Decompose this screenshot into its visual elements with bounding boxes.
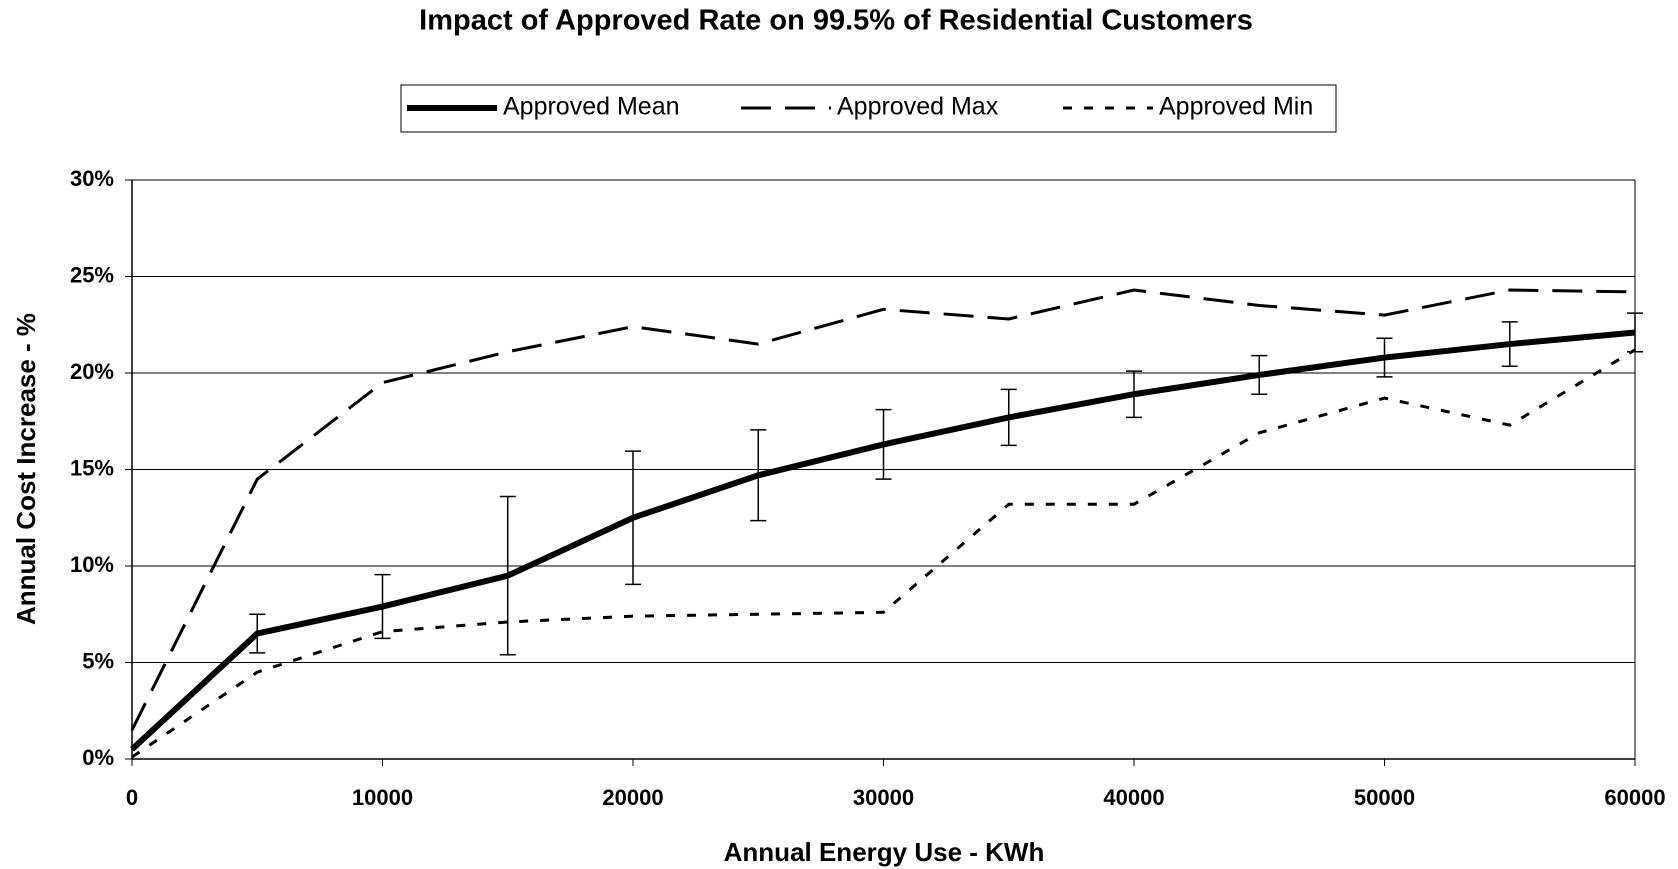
legend-label: Approved Max xyxy=(837,93,999,121)
x-tick-label: 50000 xyxy=(1354,785,1415,810)
y-tick-label: 10% xyxy=(70,552,114,577)
y-tick-label: 25% xyxy=(70,262,114,287)
error-bar xyxy=(750,429,767,522)
y-tick-label: 15% xyxy=(70,455,114,480)
x-tick-label: 20000 xyxy=(602,785,663,810)
y-axis-label: Annual Cost Increase - % xyxy=(11,313,41,625)
y-tick-label: 20% xyxy=(70,359,114,384)
chart-title: Impact of Approved Rate on 99.5% of Resi… xyxy=(419,5,1253,37)
x-axis-label: Annual Energy Use - KWh xyxy=(724,837,1045,867)
error-bar xyxy=(1251,354,1268,395)
x-tick-label: 40000 xyxy=(1103,785,1164,810)
error-bar xyxy=(499,495,516,656)
error-bar xyxy=(1501,321,1518,367)
legend-box xyxy=(400,84,1337,133)
series-line xyxy=(129,329,1636,752)
legend-label: Approved Mean xyxy=(503,93,680,121)
legend-label: Approved Min xyxy=(1159,93,1313,121)
y-tick-label: 30% xyxy=(70,166,114,191)
error-bar xyxy=(374,573,391,640)
series-line xyxy=(130,288,1636,731)
y-tick-label: 5% xyxy=(82,648,114,673)
error-bar xyxy=(875,408,892,480)
error-bar xyxy=(625,450,641,586)
x-tick-label: 0 xyxy=(126,785,138,810)
error-bar xyxy=(249,613,266,654)
x-tick-label: 30000 xyxy=(853,785,914,810)
error-bar xyxy=(1376,337,1393,378)
x-tick-label: 60000 xyxy=(1604,785,1665,810)
series-line xyxy=(131,348,1636,759)
error-bar xyxy=(1126,370,1142,419)
y-tick-label: 0% xyxy=(82,745,114,770)
error-bar xyxy=(1000,388,1017,447)
x-tick-label: 10000 xyxy=(352,785,413,810)
